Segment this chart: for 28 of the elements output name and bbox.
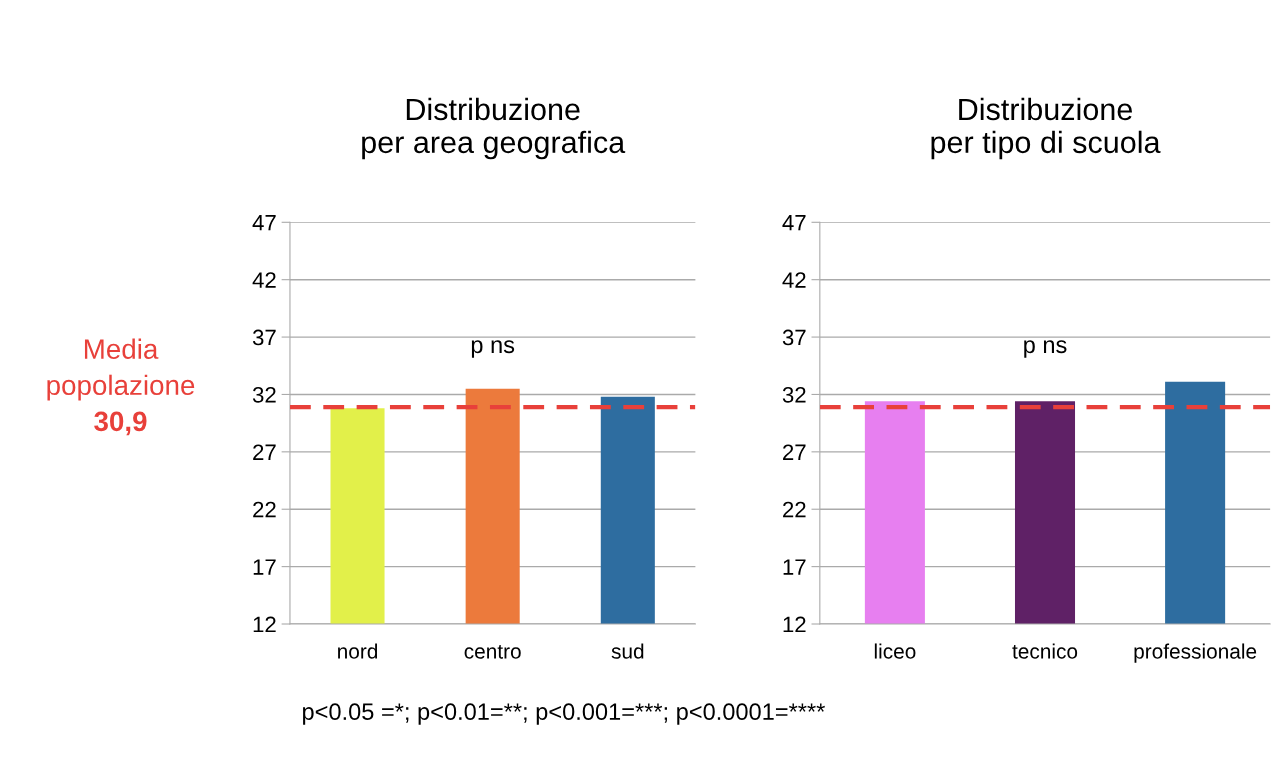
annotation: p ns	[1024, 340, 1067, 358]
y-tick-label: 42	[782, 272, 806, 288]
text: p<0.05 =*; p<0.01=**; p<0.001=***; p<0.0001=****	[303, 703, 825, 725]
chart-title: Distribuzione per tipo di scuola	[931, 97, 1161, 160]
x-tick-label: tecnico	[1012, 643, 1078, 659]
y-tick-label: 27	[253, 444, 276, 460]
annotation: p ns	[471, 340, 515, 358]
y-tick-label: 32	[782, 386, 806, 403]
y-tick-label: 22	[253, 501, 276, 518]
y-tick-label: 12	[253, 616, 276, 633]
x-tick-label: nord	[338, 643, 378, 659]
x-tick-label: professionale	[1134, 643, 1257, 663]
y-tick-label: 12	[783, 616, 806, 633]
y-tick-label: 47	[252, 215, 276, 231]
x-tick-label: sud	[611, 643, 644, 659]
y-tick-label: 37	[252, 329, 276, 346]
y-tick-label: 37	[782, 329, 806, 346]
y-tick-label: 47	[782, 215, 806, 231]
y-tick-label: 32	[252, 386, 276, 403]
y-tick-label: 17	[783, 559, 806, 575]
x-tick-label: centro	[464, 645, 521, 659]
ref-line-label: Media popolazione 30,9	[47, 338, 195, 436]
y-tick-label: 42	[252, 272, 276, 288]
y-tick-label: 27	[783, 444, 806, 460]
y-tick-label: 17	[253, 559, 276, 575]
y-tick-label: 22	[783, 501, 806, 518]
x-tick-label: liceo	[874, 643, 916, 659]
chart-title: Distribuzione per area geografica	[362, 97, 626, 160]
